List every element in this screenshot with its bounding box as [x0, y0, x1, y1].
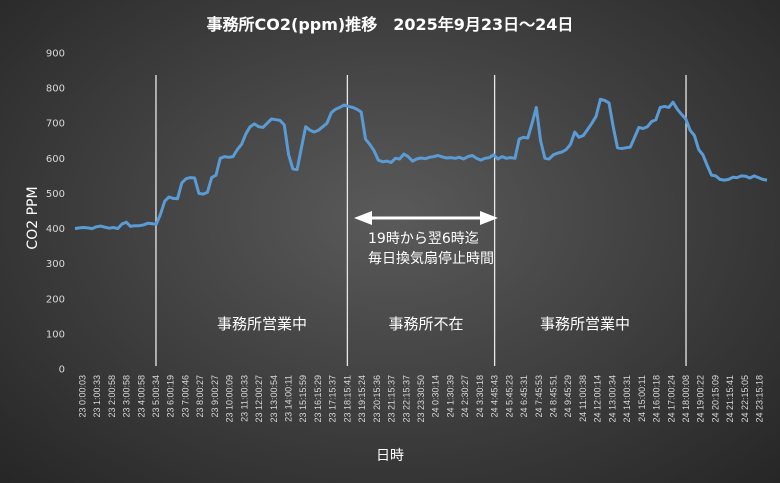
- y-tick-label: 200: [46, 294, 65, 305]
- x-tick-label: 23 22:15:37: [401, 375, 411, 423]
- x-tick-label: 23 10:00:09: [225, 375, 235, 423]
- x-tick-label: 24 3:30:18: [475, 375, 485, 418]
- x-tick-label: 23 23:30:50: [416, 375, 426, 423]
- x-tick-label: 24 1:30:39: [445, 375, 455, 418]
- x-tick-label: 23 1:00:33: [92, 375, 102, 418]
- x-tick-label: 24 11:00:38: [578, 375, 588, 422]
- x-tick-label: 23 6:00:19: [166, 375, 176, 418]
- y-tick-label: 500: [46, 189, 65, 200]
- x-tick-label: 23 12:00:27: [254, 375, 264, 423]
- x-tick-label: 24 8:45:51: [549, 375, 559, 418]
- x-tick-label: 24 16:00:18: [652, 375, 662, 423]
- annotation-line-1: 19時から翌6時迄: [368, 231, 479, 247]
- x-tick-label: 23 14:00:11: [283, 375, 293, 422]
- x-tick-label: 23 2:00:58: [107, 375, 117, 418]
- y-tick-label: 800: [46, 84, 65, 95]
- x-tick-label: 23 15:15:59: [298, 375, 308, 423]
- x-tick-label: 24 17:00:24: [666, 375, 676, 423]
- x-tick-label: 23 8:00:27: [195, 375, 205, 418]
- co2-series-line: [74, 97, 768, 231]
- y-tick-label: 700: [46, 119, 65, 130]
- region-label-office-open-2: 事務所営業中: [540, 315, 630, 333]
- y-tick-label: 0: [59, 365, 65, 376]
- x-tick-label: 24 13:00:34: [607, 375, 617, 423]
- y-tick-label: 900: [46, 49, 65, 60]
- y-tick-label: 600: [46, 154, 65, 165]
- x-tick-label: 23 7:00:46: [180, 375, 190, 418]
- x-tick-label: 23 16:15:29: [313, 375, 323, 423]
- x-tick-label: 24 21:15:41: [725, 375, 735, 423]
- x-tick-label: 23 20:15:36: [372, 375, 382, 423]
- x-tick-label: 24 2:30:27: [460, 375, 470, 418]
- x-tick-label: 23 18:15:41: [342, 375, 352, 423]
- x-tick-label: 24 7:45:53: [534, 375, 544, 418]
- x-tick-label: 24 20:15:09: [710, 375, 720, 423]
- arrow-annotation: [354, 211, 498, 225]
- y-tick-label: 400: [46, 224, 65, 235]
- x-tick-label: 23 17:15:37: [328, 375, 338, 423]
- x-tick-label: 24 0:30:14: [431, 375, 441, 418]
- x-axis-label: 日時: [376, 448, 404, 464]
- x-tick-label: 24 5:45:23: [504, 375, 514, 418]
- y-tick-label: 300: [46, 259, 65, 270]
- x-tick-label: 24 14:00:31: [622, 375, 632, 423]
- region-label-office-absent: 事務所不在: [388, 315, 463, 333]
- x-tick-label: 23 5:00:34: [151, 375, 161, 418]
- x-tick-label: 24 18:00:08: [681, 375, 691, 423]
- x-tick-label: 24 6:45:31: [519, 375, 529, 418]
- x-tick-label: 24 4:45:43: [490, 375, 500, 418]
- x-tick-label: 24 22:15:05: [740, 375, 750, 423]
- x-tick-label: 23 21:15:37: [387, 375, 397, 423]
- x-tick-label: 24 12:00:14: [593, 375, 603, 423]
- annotation-line-2: 毎日換気扇停止時間: [368, 250, 494, 267]
- x-tick-label: 24 23:15:18: [755, 375, 765, 423]
- x-tick-label: 23 4:00:58: [136, 375, 146, 418]
- x-tick-label: 23 9:00:27: [210, 375, 220, 418]
- x-tick-label: 23 13:00:54: [269, 375, 279, 423]
- chart-title: 事務所CO2(ppm)推移 2025年9月23日～24日: [207, 15, 574, 34]
- x-tick-label: 24 19:00:22: [696, 375, 706, 423]
- x-tick-label: 23 19:15:24: [357, 375, 367, 423]
- y-axis-label: CO2 PPM: [25, 186, 41, 249]
- x-tick-label: 23 3:00:58: [122, 375, 132, 418]
- region-label-office-open-1: 事務所営業中: [217, 315, 307, 333]
- x-tick-label: 23 11:00:33: [239, 375, 249, 422]
- x-tick-label: 24 15:00:11: [637, 375, 647, 422]
- x-tick-label: 24 9:45:29: [563, 375, 573, 418]
- y-tick-label: 100: [46, 329, 65, 340]
- x-tick-label: 23 0:00:03: [77, 375, 87, 418]
